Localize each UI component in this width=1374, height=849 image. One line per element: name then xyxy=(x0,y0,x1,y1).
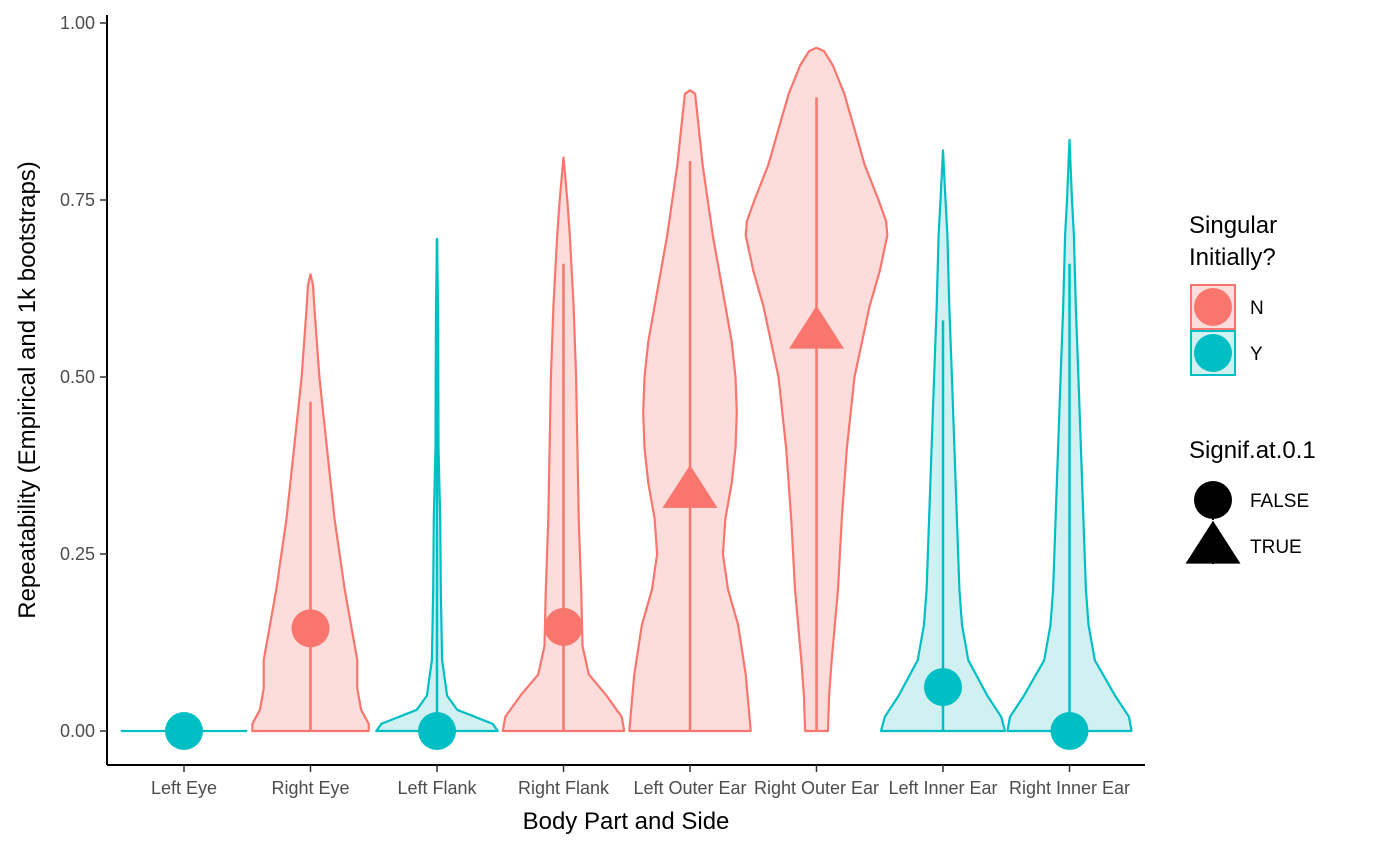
point-right-outer-ear xyxy=(789,305,844,349)
x-tick-label: Left Inner Ear xyxy=(888,778,997,798)
empirical-point-layer xyxy=(165,305,1089,750)
x-tick-label: Left Outer Ear xyxy=(633,778,746,798)
legend-color-dot-y xyxy=(1194,334,1232,372)
y-axis-title: Repeatability (Empirical and 1k bootstra… xyxy=(14,161,41,619)
legend-shape-title: Signif.at.0.1 xyxy=(1189,437,1316,464)
point-left-flank xyxy=(418,712,456,750)
x-axis-ticks: Left Eye Right Eye Left Flank Right Flank Le… xyxy=(151,765,1130,798)
legend-shape-circle xyxy=(1194,481,1232,519)
x-tick-label: Right Outer Ear xyxy=(754,778,879,798)
legend-color-label: Y xyxy=(1250,344,1263,365)
violin-layer xyxy=(120,46,1133,733)
x-tick-label: Left Flank xyxy=(397,778,477,798)
legend-shape-keys: FALSE TRUE xyxy=(1185,481,1309,564)
legend-color-keys: NY xyxy=(1190,284,1264,376)
legend-color-title-line-1: Singular xyxy=(1189,212,1277,239)
legend-color-label: N xyxy=(1250,298,1264,319)
x-tick-label: Left Eye xyxy=(151,778,217,798)
y-tick-label: 0.00 xyxy=(60,721,95,741)
x-axis-title: Body Part and Side xyxy=(523,808,730,835)
legend: Singular Initially? NY Signif.at.0.1 FAL… xyxy=(1185,212,1316,564)
y-axis-ticks: 0.00 0.25 0.50 0.75 1.00 xyxy=(60,13,107,741)
point-right-inner-ear xyxy=(1050,712,1089,750)
point-left-outer-ear xyxy=(662,465,718,508)
y-tick-label: 0.50 xyxy=(60,367,95,387)
legend-color-dot-n xyxy=(1194,288,1232,326)
legend-shape-label: TRUE xyxy=(1250,537,1302,558)
y-tick-label: 0.75 xyxy=(60,190,95,210)
y-tick-label: 1.00 xyxy=(60,13,95,33)
x-tick-label: Right Inner Ear xyxy=(1009,778,1130,798)
legend-shape-label: FALSE xyxy=(1250,491,1309,512)
point-left-inner-ear xyxy=(924,668,962,707)
y-tick-label: 0.25 xyxy=(60,544,95,564)
point-right-flank xyxy=(544,607,583,646)
legend-color-title-line-2: Initially? xyxy=(1189,244,1276,271)
x-tick-label: Right Eye xyxy=(271,778,349,798)
point-left-eye xyxy=(165,712,203,750)
point-right-eye xyxy=(291,609,330,648)
range-line-layer xyxy=(309,97,1071,731)
x-tick-label: Right Flank xyxy=(518,778,610,798)
legend-shape-triangle xyxy=(1185,520,1241,564)
